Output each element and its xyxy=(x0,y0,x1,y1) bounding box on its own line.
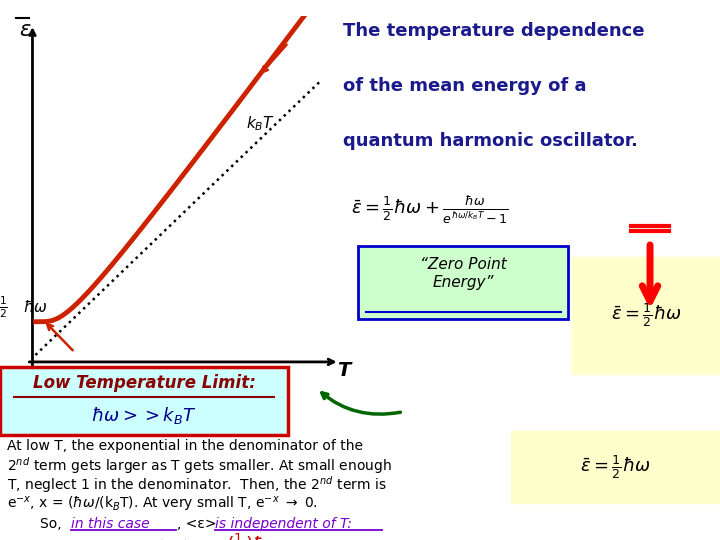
FancyBboxPatch shape xyxy=(572,257,720,374)
Text: is independent of T:: is independent of T: xyxy=(215,517,351,531)
Text: So,: So, xyxy=(40,517,66,531)
Text: The temperature dependence: The temperature dependence xyxy=(343,22,644,40)
Text: of the mean energy of a: of the mean energy of a xyxy=(343,77,586,95)
FancyBboxPatch shape xyxy=(0,367,288,435)
Text: $\bar{\varepsilon} = \frac{1}{2}\hbar\omega$: $\bar{\varepsilon} = \frac{1}{2}\hbar\om… xyxy=(611,302,682,329)
Text: $\varepsilon$: $\varepsilon$ xyxy=(19,21,32,40)
Text: $\bar{\varepsilon} = \frac{1}{2}\hbar\omega$: $\bar{\varepsilon} = \frac{1}{2}\hbar\om… xyxy=(580,453,651,481)
Text: e$^{-x}$, x = ($\hbar\omega$/(k$_B$T). At very small T, e$^{-x}$ $\rightarrow$ 0: e$^{-x}$, x = ($\hbar\omega$/(k$_B$T). A… xyxy=(7,495,318,514)
Text: in this case: in this case xyxy=(71,517,149,531)
Text: Low Temperature Limit:: Low Temperature Limit: xyxy=(32,374,256,392)
Text: “Zero Point
Energy”: “Zero Point Energy” xyxy=(420,257,507,289)
Text: T: T xyxy=(336,361,350,380)
Text: $k_BT$: $k_BT$ xyxy=(246,115,275,133)
Text: $\hbar\omega >> k_BT$: $\hbar\omega >> k_BT$ xyxy=(91,405,197,426)
Text: , <ε>: , <ε> xyxy=(177,517,221,531)
Text: $\frac{1}{2}$: $\frac{1}{2}$ xyxy=(0,294,8,320)
FancyBboxPatch shape xyxy=(511,431,720,503)
Text: 2$^{nd}$ term gets larger as T gets smaller. At small enough: 2$^{nd}$ term gets larger as T gets smal… xyxy=(7,455,392,476)
Text: quantum harmonic oscillator.: quantum harmonic oscillator. xyxy=(343,132,638,150)
Text: T, neglect 1 in the denominator.  Then, the 2$^{nd}$ term is: T, neglect 1 in the denominator. Then, t… xyxy=(7,474,387,495)
Text: $\hbar\omega$: $\hbar\omega$ xyxy=(24,299,48,315)
Text: $\bar{\varepsilon} = \frac{1}{2}\hbar\omega + \frac{\hbar\omega}{e^{\hbar\omega/: $\bar{\varepsilon} = \frac{1}{2}\hbar\om… xyxy=(351,194,508,226)
FancyBboxPatch shape xyxy=(359,246,568,319)
Text: At low T, the exponential in the denominator of the: At low T, the exponential in the denomin… xyxy=(7,438,363,453)
Text: $<\varepsilon> \rightarrow (\frac{1}{2})\hbar\omega$: $<\varepsilon> \rightarrow (\frac{1}{2})… xyxy=(144,532,284,540)
